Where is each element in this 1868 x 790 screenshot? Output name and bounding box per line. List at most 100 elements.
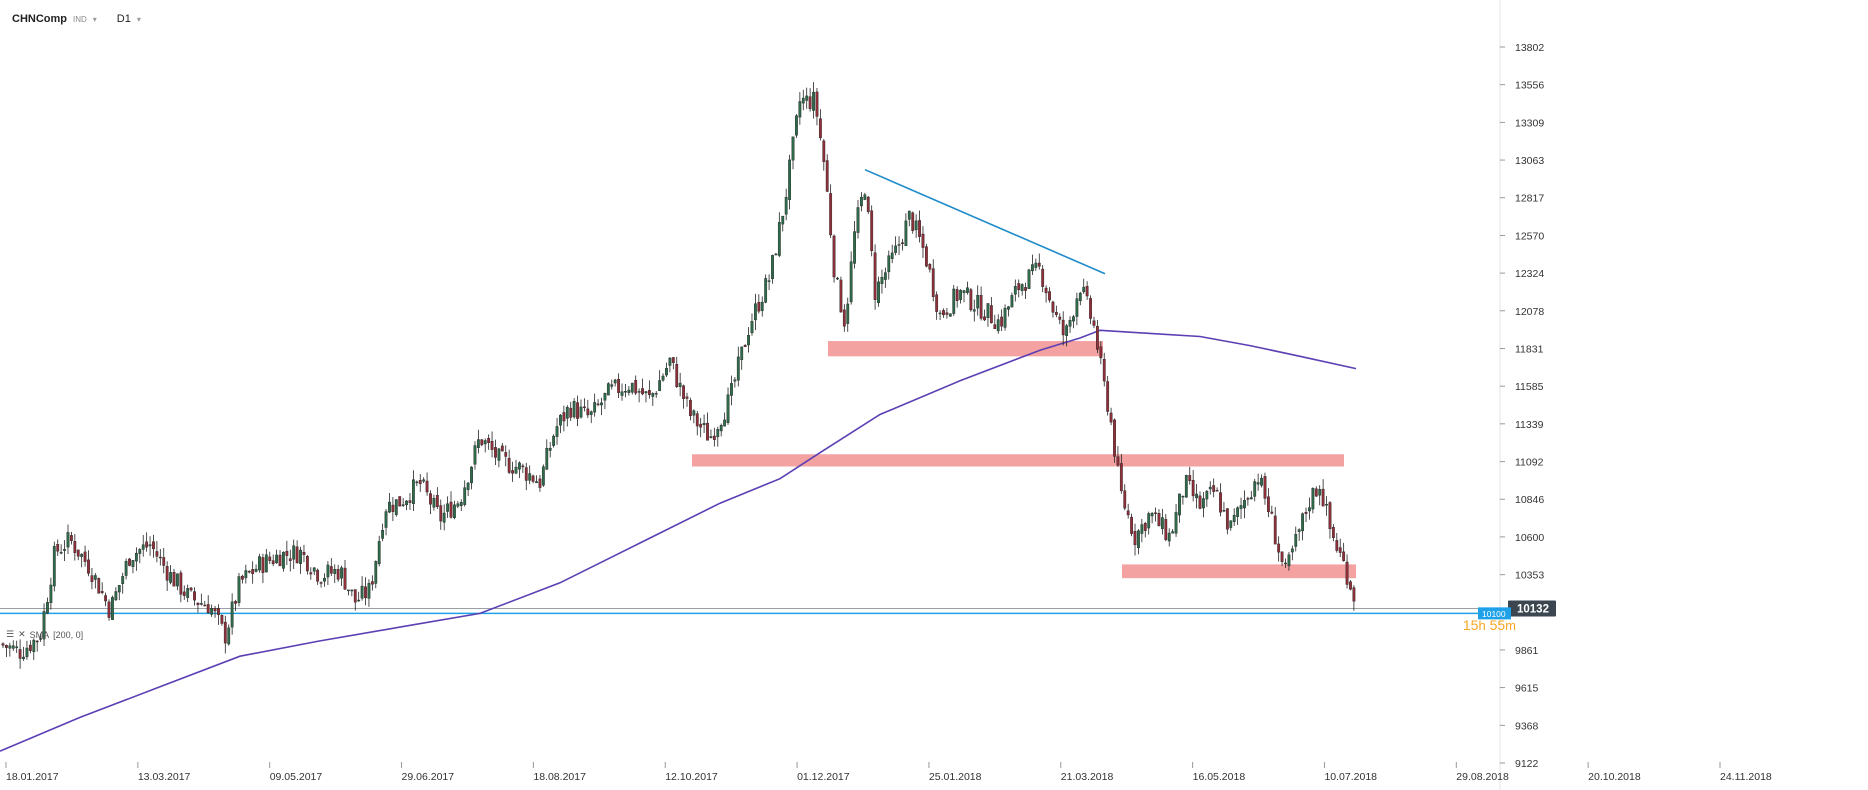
candle-body <box>702 422 706 426</box>
candle-body <box>531 475 535 482</box>
candle-body <box>1188 475 1192 481</box>
candle-body <box>1048 291 1051 301</box>
chevron-down-icon[interactable]: ▾ <box>136 14 141 24</box>
candle-body <box>1219 492 1222 513</box>
candle-body <box>983 316 986 321</box>
candle-body <box>425 480 429 493</box>
candle-body <box>521 465 525 468</box>
candle-body <box>641 388 644 395</box>
candle-body <box>93 575 97 580</box>
candle-body <box>210 608 214 615</box>
symbol-label[interactable]: CHNComp <box>12 13 67 25</box>
candle-body <box>545 447 549 470</box>
candle-body <box>1058 316 1062 320</box>
candle-body <box>189 587 193 591</box>
candle-body <box>463 487 467 505</box>
candle-body <box>230 601 234 628</box>
candle-body <box>1034 262 1038 268</box>
candle-body <box>278 554 282 567</box>
candle-body <box>600 402 603 406</box>
candle-body <box>1020 284 1024 291</box>
candle-body <box>42 611 46 640</box>
candle-body <box>1116 456 1120 466</box>
candle-body <box>1157 513 1161 527</box>
current-price-text: 10132 <box>1517 603 1549 615</box>
timeframe-label[interactable]: D1 <box>116 13 131 25</box>
candle-body <box>518 462 521 470</box>
x-tick-label: 16.05.2018 <box>1193 771 1246 783</box>
candle-body <box>665 367 668 376</box>
candle-body <box>285 550 289 556</box>
menu-icon[interactable]: ☰ <box>6 629 15 639</box>
candle-body <box>148 544 152 547</box>
candle-body <box>1089 298 1092 319</box>
candle-body <box>370 581 374 585</box>
candle-body <box>141 544 145 550</box>
candle-body <box>1198 495 1202 509</box>
candle-body <box>490 441 494 450</box>
candle-body <box>305 556 309 572</box>
candle-body <box>32 639 36 652</box>
candle-body <box>853 231 856 264</box>
candle-body <box>904 220 908 246</box>
candle-body <box>268 556 272 561</box>
candle-body <box>131 560 135 567</box>
candle-body <box>121 576 125 584</box>
candle-body <box>124 561 128 576</box>
candle-body <box>617 378 621 393</box>
candle-body <box>449 501 453 518</box>
candle-body <box>1017 283 1021 291</box>
candle-body <box>1287 554 1291 566</box>
candle-body <box>764 278 768 303</box>
candle-body <box>52 546 56 587</box>
support-price-badge <box>1478 607 1511 620</box>
candle-body <box>316 569 320 582</box>
chevron-down-icon[interactable]: ▾ <box>92 14 97 24</box>
y-tick-label: 10353 <box>1515 570 1544 582</box>
candle-body <box>398 496 402 507</box>
indicator-name[interactable]: SMA <box>29 629 50 640</box>
x-tick-label: 25.01.2018 <box>929 771 982 783</box>
candle-body <box>569 407 573 418</box>
candle-body <box>162 557 166 566</box>
candle-body <box>1304 512 1308 514</box>
candle-body <box>750 321 754 334</box>
candle-body <box>282 551 285 569</box>
candle-body <box>176 573 179 587</box>
candle-body <box>535 481 538 484</box>
candle-body <box>76 549 80 557</box>
candle-body <box>1280 551 1284 562</box>
candle-body <box>446 503 449 512</box>
close-icon[interactable]: ✕ <box>18 629 26 639</box>
candle-body <box>736 356 740 381</box>
candle-body <box>524 467 528 481</box>
candle-body <box>213 608 217 612</box>
candle-body <box>480 439 484 446</box>
candle-body <box>15 646 19 648</box>
candle-body <box>507 458 511 473</box>
candle-body <box>401 504 405 506</box>
x-tick-label: 29.06.2017 <box>402 771 455 783</box>
y-tick-label: 13309 <box>1515 117 1544 129</box>
candle-body <box>59 552 63 554</box>
candle-body <box>1130 516 1134 534</box>
candle-body <box>668 357 672 366</box>
candle-body <box>647 390 651 396</box>
candle-body <box>1321 488 1325 507</box>
candle-body <box>883 272 887 280</box>
candle-body <box>275 554 278 564</box>
candle-body <box>716 429 720 438</box>
candle-body <box>381 530 385 539</box>
candle-body <box>754 303 757 321</box>
candle-body <box>155 551 159 557</box>
candle-body <box>1123 490 1127 509</box>
candle-body <box>959 290 963 300</box>
candle-body <box>329 566 333 574</box>
instrument-type: IND <box>73 14 87 24</box>
candle-body <box>367 583 371 599</box>
x-tick-label: 09.05.2017 <box>270 771 323 783</box>
chart-header: CHNComp IND ▾ D1 ▾ <box>12 13 141 25</box>
candle-body <box>784 197 788 215</box>
candle-body <box>907 210 911 220</box>
